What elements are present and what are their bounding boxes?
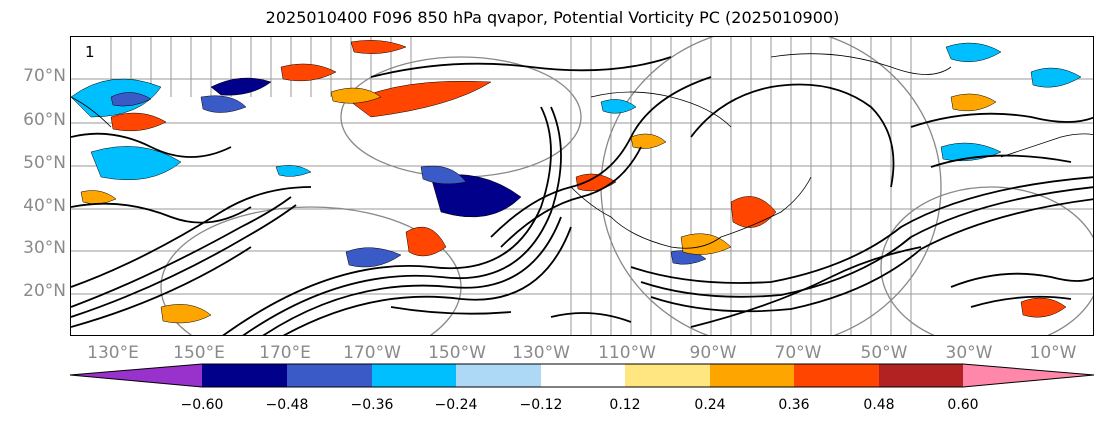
colorbar-segment-7 bbox=[710, 364, 794, 387]
coastlines bbox=[71, 53, 1093, 249]
colorbar-tick-label: 0.24 bbox=[694, 397, 726, 413]
colorbar-tick-label: −0.24 bbox=[434, 397, 478, 413]
colorbar-tick-label: 0.48 bbox=[863, 397, 895, 413]
colorbar-segment-0 bbox=[70, 364, 202, 387]
colorbar-segment-2 bbox=[287, 364, 372, 387]
colorbar-segment-5 bbox=[541, 364, 625, 387]
lon-label-170w: 170°W bbox=[343, 343, 401, 363]
pv-contours bbox=[71, 56, 1093, 335]
colorbar-tick-label: −0.60 bbox=[180, 397, 224, 413]
colorbar-segment-10 bbox=[963, 364, 1094, 387]
map-panel: 1 bbox=[70, 36, 1094, 336]
lon-label-130e: 130°E bbox=[87, 343, 139, 363]
map-title: 2025010400 F096 850 hPa qvapor, Potentia… bbox=[265, 8, 840, 27]
colorbar-tick-label: −0.48 bbox=[265, 397, 309, 413]
colorbar-segment-6 bbox=[625, 364, 710, 387]
colorbar-tick-label: 0.36 bbox=[778, 397, 810, 413]
map-canvas: 1 bbox=[71, 37, 1093, 335]
lon-label-90w: 90°W bbox=[689, 343, 737, 363]
lat-label-70n: 70°N bbox=[23, 66, 66, 86]
lon-label-10w: 10°W bbox=[1029, 343, 1077, 363]
lon-label-110w: 110°W bbox=[598, 343, 656, 363]
lat-label-40n: 40°N bbox=[23, 196, 66, 216]
lon-label-170e: 170°E bbox=[259, 343, 311, 363]
colorbar-segment-3 bbox=[372, 364, 456, 387]
lat-label-20n: 20°N bbox=[23, 281, 66, 301]
lon-label-70w: 70°W bbox=[774, 343, 822, 363]
colorbar-segment-4 bbox=[456, 364, 541, 387]
negative-pv-shading bbox=[71, 42, 1082, 268]
colorbar-tick-label: 0.60 bbox=[947, 397, 979, 413]
contour-label: 1 bbox=[85, 43, 95, 61]
lat-label-30n: 30°N bbox=[23, 238, 66, 258]
lon-label-30w: 30°W bbox=[945, 343, 993, 363]
lat-label-60n: 60°N bbox=[23, 110, 66, 130]
lat-label-50n: 50°N bbox=[23, 153, 66, 173]
colorbar-tick-label: 0.12 bbox=[609, 397, 641, 413]
colorbar-tick-label: −0.12 bbox=[519, 397, 563, 413]
colorbar-segment-8 bbox=[794, 364, 879, 387]
colorbar-outline bbox=[69, 363, 1095, 388]
lon-label-50w: 50°W bbox=[860, 343, 908, 363]
lon-label-150e: 150°E bbox=[173, 343, 225, 363]
colorbar-segment-9 bbox=[879, 364, 963, 387]
positive-pv-shading bbox=[80, 40, 1067, 324]
colorbar bbox=[69, 363, 1095, 388]
colorbar-tick-label: −0.36 bbox=[350, 397, 394, 413]
lon-label-130w: 130°W bbox=[512, 343, 570, 363]
lon-label-150w: 150°W bbox=[428, 343, 486, 363]
colorbar-segment-1 bbox=[202, 364, 287, 387]
